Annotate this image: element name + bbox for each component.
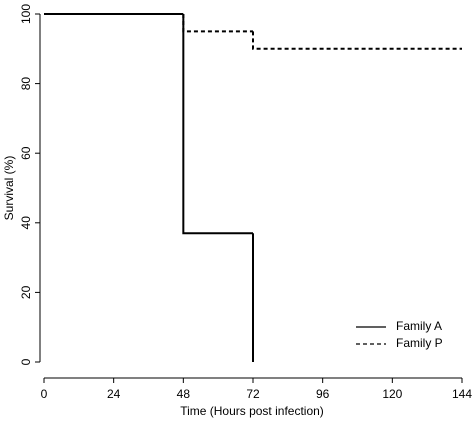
x-tick-label: 120 <box>382 387 402 401</box>
x-axis-title: Time (Hours post infection) <box>180 404 324 418</box>
y-tick-label: 80 <box>19 77 33 91</box>
x-tick-label: 48 <box>177 387 191 401</box>
y-tick-label: 20 <box>19 285 33 299</box>
survival-step <box>252 31 462 50</box>
x-tick-label: 144 <box>452 387 472 401</box>
x-tick-label: 0 <box>41 387 48 401</box>
legend-label: Family A <box>396 319 442 333</box>
legend-label: Family P <box>396 336 443 350</box>
y-tick-label: 60 <box>19 146 33 160</box>
y-tick-label: 0 <box>19 358 33 365</box>
y-axis-title: Survival (%) <box>2 156 16 221</box>
x-tick-label: 24 <box>107 387 121 401</box>
survival-step <box>182 14 253 33</box>
x-tick-label: 72 <box>246 387 260 401</box>
y-tick-label: 100 <box>19 4 33 24</box>
y-tick-label: 40 <box>19 216 33 230</box>
survival-step <box>182 14 253 235</box>
x-tick-label: 96 <box>316 387 330 401</box>
